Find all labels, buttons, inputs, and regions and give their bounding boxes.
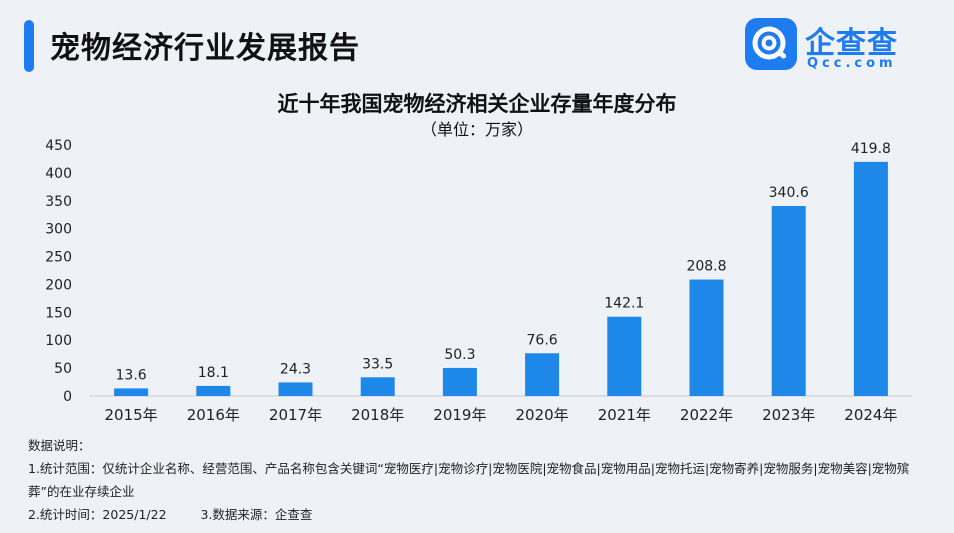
y-tick-label: 0	[63, 389, 72, 405]
logo-domain: Qcc.com	[807, 56, 897, 71]
header-accent-bar	[24, 20, 34, 72]
x-tick-label: 2016年	[187, 406, 240, 424]
data-label: 419.8	[851, 141, 891, 157]
y-tick-label: 400	[45, 166, 72, 182]
notes-item-time: 2.统计时间：2025/1/22	[28, 507, 167, 523]
data-label: 208.8	[686, 259, 726, 275]
logo-name: 企查查	[805, 26, 898, 61]
data-notes: 数据说明： 1.统计范围：仅统计企业名称、经营范围、产品名称包含关键词“宠物医疗…	[28, 434, 928, 527]
x-tick-label: 2022年	[680, 406, 733, 424]
data-label: 142.1	[604, 296, 644, 312]
data-label: 13.6	[116, 367, 147, 383]
x-tick-label: 2017年	[269, 406, 322, 424]
x-tick-label: 2020年	[516, 406, 569, 424]
x-tick-label: 2019年	[433, 406, 486, 424]
bar	[525, 353, 560, 396]
bar	[114, 388, 149, 396]
data-label: 24.3	[280, 361, 311, 377]
data-label: 50.3	[444, 347, 475, 363]
bar	[196, 385, 231, 396]
y-tick-label: 150	[45, 305, 72, 321]
x-tick-label: 2015年	[105, 406, 158, 424]
bar	[689, 279, 724, 396]
y-tick-label: 50	[54, 361, 72, 377]
data-label: 340.6	[769, 185, 809, 201]
y-tick-label: 250	[45, 250, 72, 266]
data-label: 33.5	[362, 356, 393, 372]
bar	[278, 382, 313, 396]
page-title: 宠物经济行业发展报告	[50, 31, 360, 66]
x-tick-label: 2024年	[844, 406, 897, 424]
y-tick-label: 350	[45, 194, 72, 210]
notes-item-time-source: 2.统计时间：2025/1/22 3.数据来源：企查查	[28, 503, 928, 526]
y-tick-label: 450	[45, 138, 72, 154]
data-label: 18.1	[198, 365, 229, 381]
bar	[771, 206, 806, 396]
bar	[442, 367, 477, 396]
notes-heading: 数据说明：	[28, 438, 91, 453]
bar	[360, 377, 395, 396]
y-tick-label: 100	[45, 333, 72, 349]
x-tick-label: 2021年	[598, 406, 651, 424]
data-label: 76.6	[527, 332, 558, 348]
x-tick-label: 2018年	[351, 406, 404, 424]
notes-item-source: 3.数据来源：企查查	[200, 507, 313, 523]
notes-item-scope: 1.统计范围：仅统计企业名称、经营范围、产品名称包含关键词“宠物医疗|宠物诊疗|…	[28, 461, 910, 500]
x-tick-label: 2023年	[762, 406, 815, 424]
y-tick-label: 200	[45, 277, 72, 293]
bar	[853, 161, 888, 396]
y-tick-label: 300	[45, 222, 72, 238]
qcc-logo-icon	[745, 18, 797, 70]
chart-title: 近十年我国宠物经济相关企业存量年度分布	[277, 92, 677, 116]
bar	[607, 316, 642, 396]
chart-subtitle: （单位：万家）	[420, 120, 533, 139]
brand-logo: 企查查 Qcc.com	[745, 18, 925, 74]
